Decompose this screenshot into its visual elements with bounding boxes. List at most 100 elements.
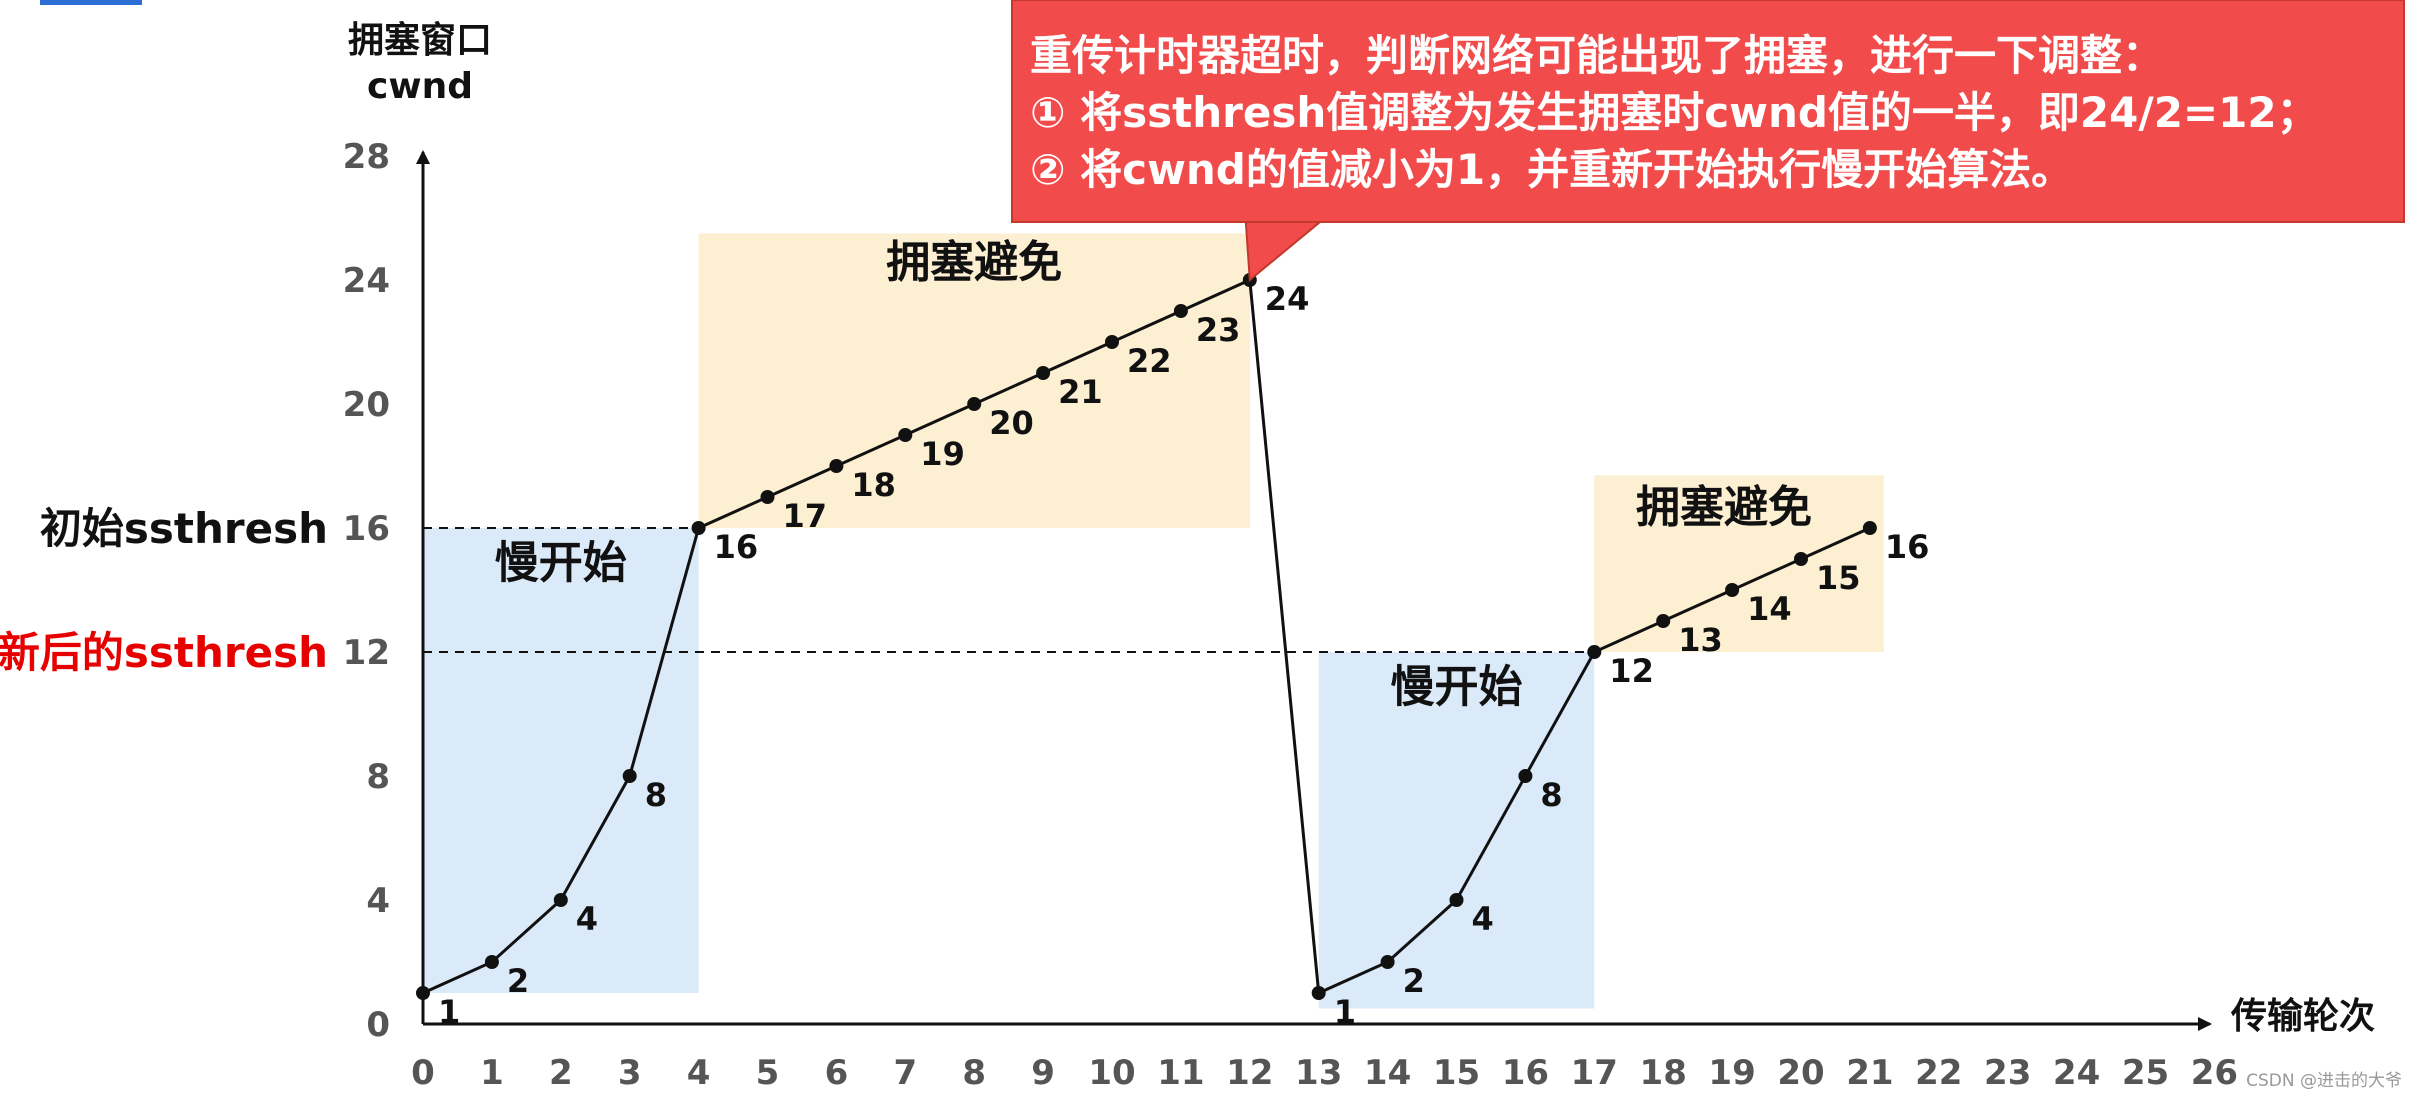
threshold-label-initial: 初始ssthresh xyxy=(40,504,328,553)
top-accent-bar xyxy=(40,0,142,5)
x-tick-label: 15 xyxy=(1433,1053,1480,1093)
region-slow-start-1 xyxy=(423,528,699,993)
callout-box xyxy=(1011,0,2405,223)
data-point xyxy=(416,986,430,1000)
x-tick-label: 6 xyxy=(825,1053,849,1093)
data-point xyxy=(829,459,844,473)
y-tick-label: 24 xyxy=(343,261,390,301)
data-label: 16 xyxy=(1885,528,1930,566)
y-tick-label: 28 xyxy=(343,137,390,177)
data-label: 21 xyxy=(1058,373,1103,411)
callout-line: 重传计时器超时，判断网络可能出现了拥塞，进行一下调整： xyxy=(1030,31,2164,80)
x-tick-label: 2 xyxy=(549,1053,573,1093)
x-tick-label: 10 xyxy=(1088,1053,1135,1093)
region-label-congestion-avoidance-2: 拥塞避免 xyxy=(1636,482,1812,533)
data-label: 8 xyxy=(645,776,667,814)
data-point xyxy=(1311,986,1326,1000)
x-tick-label: 23 xyxy=(1984,1053,2031,1093)
region-label-congestion-avoidance-1: 拥塞避免 xyxy=(886,237,1062,288)
region-slow-start-2 xyxy=(1318,652,1595,1009)
callout-layer: 重传计时器超时，判断网络可能出现了拥塞，进行一下调整： ① 将ssthresh值调… xyxy=(1011,0,2405,283)
x-tick-label: 20 xyxy=(1777,1053,1824,1093)
x-tick-label: 24 xyxy=(2053,1053,2100,1093)
data-point xyxy=(622,769,637,783)
callout-line: ① 将ssthresh值调整为发生拥塞时cwnd值的一半，即24/2=12； xyxy=(1030,88,2319,137)
data-point xyxy=(1518,769,1533,783)
thresholds-layer: 初始ssthresh 更新后的ssthresh xyxy=(0,504,1595,677)
y-tick-label: 16 xyxy=(343,509,390,549)
x-tick-label: 12 xyxy=(1226,1053,1273,1093)
data-label: 4 xyxy=(1472,900,1494,938)
x-tick-label: 7 xyxy=(893,1053,917,1093)
threshold-label-updated: 更新后的ssthresh xyxy=(0,628,328,677)
y-tick-label: 4 xyxy=(366,881,390,921)
y-tick-label: 20 xyxy=(343,385,390,425)
data-point xyxy=(484,955,499,969)
x-axis-title: 传输轮次 xyxy=(2230,996,2375,1037)
data-point xyxy=(1862,521,1877,535)
region-label-slow-start-2: 慢开始 xyxy=(1391,662,1523,713)
x-tick-label: 18 xyxy=(1640,1053,1687,1093)
x-tick-label: 25 xyxy=(2122,1053,2169,1093)
series-line-cwnd xyxy=(422,277,1871,996)
y-tick-label: 0 xyxy=(366,1005,390,1045)
x-tick-label: 3 xyxy=(618,1053,642,1093)
x-tick-label: 19 xyxy=(1708,1053,1755,1093)
data-label: 24 xyxy=(1265,280,1310,318)
data-point xyxy=(967,397,982,411)
y-axis-subtitle: cwnd xyxy=(367,66,473,107)
data-point xyxy=(1656,614,1671,628)
x-tick-label: 1 xyxy=(480,1053,504,1093)
watermark: CSDN @进击的大爷 xyxy=(2246,1071,2402,1091)
data-label: 23 xyxy=(1196,311,1241,349)
data-label: 20 xyxy=(989,404,1034,442)
y-tick-label: 12 xyxy=(343,633,390,673)
x-tick-label: 16 xyxy=(1502,1053,1549,1093)
data-label: 18 xyxy=(851,466,896,504)
x-tick-label: 11 xyxy=(1157,1053,1204,1093)
data-point xyxy=(1725,583,1740,597)
x-tick-label: 17 xyxy=(1571,1053,1618,1093)
data-point xyxy=(1587,645,1602,659)
axes-layer: 0 1 2 3 4 5 6 7 8 9 10 11 12 13 14 15 16 17 18 19 20 21 22 23 24… xyxy=(343,20,2375,1093)
data-label: 1 xyxy=(1334,993,1356,1031)
x-tick-label: 4 xyxy=(687,1053,711,1093)
region-congestion-avoidance-1 xyxy=(698,233,1250,528)
data-point xyxy=(1794,552,1808,566)
x-tick-label: 21 xyxy=(1846,1053,1893,1093)
x-tick-label: 5 xyxy=(756,1053,780,1093)
data-label: 2 xyxy=(1403,962,1425,1000)
data-label: 19 xyxy=(920,435,965,473)
data-label: 1 xyxy=(438,993,460,1031)
data-point xyxy=(1036,366,1051,380)
data-label: 15 xyxy=(1816,559,1861,597)
y-axis-title: 拥塞窗口 xyxy=(348,20,492,61)
region-label-slow-start-1: 慢开始 xyxy=(495,538,627,589)
data-point xyxy=(1105,335,1119,349)
data-label: 14 xyxy=(1747,590,1792,628)
x-tick-label: 0 xyxy=(411,1053,435,1093)
x-tick-label: 26 xyxy=(2191,1053,2238,1093)
data-point xyxy=(691,521,706,535)
x-tick-label: 9 xyxy=(1031,1053,1055,1093)
x-tick-label: 22 xyxy=(1915,1053,1962,1093)
data-point xyxy=(760,490,775,504)
callout-line: ② 将cwnd的值减小为1，并重新开始执行慢开始算法。 xyxy=(1030,145,2073,194)
data-point xyxy=(898,428,913,442)
x-tick-label: 13 xyxy=(1295,1053,1342,1093)
data-label: 22 xyxy=(1127,342,1172,380)
data-point xyxy=(1173,304,1188,318)
data-label: 16 xyxy=(714,528,759,566)
y-tick-label: 8 xyxy=(366,757,390,797)
data-point xyxy=(553,893,568,907)
data-label: 2 xyxy=(507,962,529,1000)
x-tick-label: 14 xyxy=(1364,1053,1411,1093)
data-label: 17 xyxy=(783,497,828,535)
data-label: 13 xyxy=(1678,621,1723,659)
data-label: 4 xyxy=(576,900,598,938)
data-point xyxy=(1449,893,1464,907)
region-congestion-avoidance-2 xyxy=(1594,475,1884,652)
